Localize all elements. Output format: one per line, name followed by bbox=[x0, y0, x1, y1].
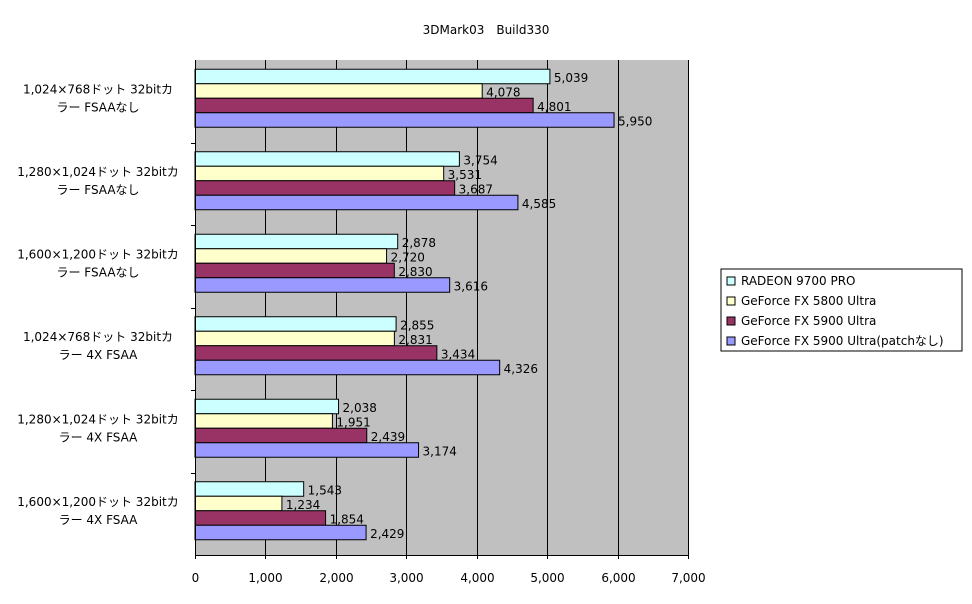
bar bbox=[194, 194, 519, 211]
data-label: 3,687 bbox=[459, 182, 493, 196]
x-tick-label: 2,000 bbox=[319, 571, 353, 585]
data-label: 5,950 bbox=[618, 114, 652, 128]
legend-swatch bbox=[726, 276, 736, 286]
bar bbox=[194, 68, 551, 85]
category-label: 1,600×1,200ドット 32bitカ bbox=[17, 247, 179, 261]
legend-label: GeForce FX 5900 Ultra(patchなし) bbox=[741, 334, 944, 348]
x-tick-label: 3,000 bbox=[389, 571, 423, 585]
data-label: 1,854 bbox=[330, 512, 364, 526]
bar bbox=[194, 442, 420, 458]
bar bbox=[194, 180, 456, 196]
x-tick-label: 1,000 bbox=[248, 571, 282, 585]
data-label: 2,855 bbox=[400, 318, 434, 332]
bar bbox=[194, 481, 305, 497]
category-label: ラー FSAAなし bbox=[56, 265, 139, 279]
data-label: 3,531 bbox=[448, 168, 482, 182]
data-label: 1,543 bbox=[308, 483, 342, 497]
data-label: 1,234 bbox=[286, 498, 320, 512]
data-label: 2,429 bbox=[370, 527, 404, 541]
bar bbox=[194, 112, 615, 128]
legend-box bbox=[720, 268, 963, 352]
category-label: 1,600×1,200ドット 32bitカ bbox=[17, 495, 179, 509]
data-label: 3,616 bbox=[454, 279, 488, 293]
x-tick-label: 6,000 bbox=[601, 571, 635, 585]
data-label: 4,585 bbox=[522, 197, 556, 211]
bar bbox=[194, 83, 483, 99]
legend-label: GeForce FX 5800 Ultra bbox=[741, 294, 876, 308]
data-label: 2,720 bbox=[391, 250, 425, 264]
category-label: 1,024×768ドット 32bitカ bbox=[23, 330, 173, 344]
plot-area bbox=[195, 60, 688, 555]
legend-swatch bbox=[726, 336, 736, 346]
legend: RADEON 9700 PRO GeForce FX 5800 Ultra GeFo… bbox=[720, 268, 963, 352]
bar bbox=[194, 165, 445, 182]
x-tick-label: 5,000 bbox=[530, 571, 564, 585]
data-label: 2,878 bbox=[402, 236, 436, 250]
x-tick-label: 7,000 bbox=[671, 571, 705, 585]
bar bbox=[194, 345, 438, 361]
category-label: ラー 4X FSAA bbox=[59, 348, 139, 362]
legend-label: RADEON 9700 PRO bbox=[741, 274, 856, 288]
bar bbox=[194, 97, 534, 114]
bar bbox=[194, 233, 399, 250]
bar bbox=[194, 262, 395, 279]
gridlines bbox=[265, 60, 689, 555]
data-label: 2,831 bbox=[398, 333, 432, 347]
data-label: 1,951 bbox=[336, 415, 370, 429]
bar bbox=[194, 427, 368, 444]
data-label: 3,434 bbox=[441, 347, 475, 361]
data-label: 4,801 bbox=[537, 100, 571, 114]
chart-title: 3DMark03 Build330 bbox=[423, 23, 550, 37]
bar bbox=[194, 248, 388, 264]
legend-swatch bbox=[726, 316, 736, 326]
category-label: ラー 4X FSAA bbox=[59, 430, 139, 444]
data-label: 2,830 bbox=[398, 265, 432, 279]
bar bbox=[194, 398, 340, 415]
category-label: 1,280×1,024ドット 32bitカ bbox=[17, 165, 179, 179]
bar bbox=[194, 510, 327, 526]
bar bbox=[194, 413, 333, 429]
data-label: 2,439 bbox=[371, 430, 405, 444]
bar bbox=[194, 316, 397, 332]
bar bbox=[194, 151, 460, 167]
category-label: 1,024×768ドット 32bitカ bbox=[23, 82, 173, 96]
category-label: ラー FSAAなし bbox=[56, 183, 139, 197]
category-label: ラー 4X FSAA bbox=[59, 513, 139, 527]
bar bbox=[194, 359, 501, 376]
axes: 0 1,000 2,000 3,000 4,000 5,000 6,000 7,000 1,02… bbox=[17, 60, 706, 585]
legend-swatch bbox=[726, 296, 736, 306]
data-label: 2,038 bbox=[343, 401, 377, 415]
data-label: 4,078 bbox=[486, 85, 520, 99]
data-label: 3,754 bbox=[463, 153, 497, 167]
bar bbox=[194, 277, 451, 293]
x-tick-label: 0 bbox=[192, 571, 200, 585]
bar bbox=[194, 495, 283, 512]
category-label: ラー FSAAなし bbox=[56, 100, 139, 114]
legend-label: GeForce FX 5900 Ultra bbox=[741, 314, 876, 328]
x-tick-label: 4,000 bbox=[460, 571, 494, 585]
data-label: 4,326 bbox=[504, 362, 538, 376]
data-label: 3,174 bbox=[423, 444, 457, 458]
data-label: 5,039 bbox=[554, 71, 588, 85]
category-label: 1,280×1,024ドット 32bitカ bbox=[17, 412, 179, 426]
bar bbox=[194, 524, 367, 541]
bar bbox=[194, 330, 395, 347]
